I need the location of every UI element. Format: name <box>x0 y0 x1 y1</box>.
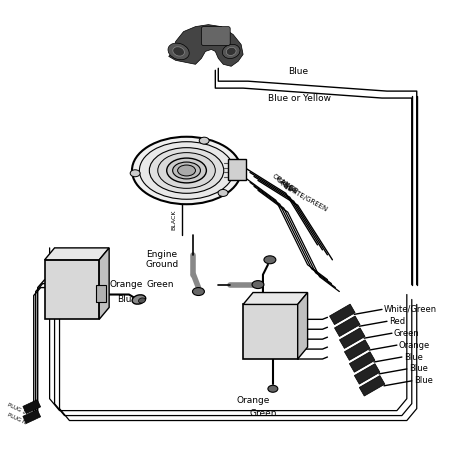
Text: Green: Green <box>147 280 174 289</box>
Polygon shape <box>23 410 40 424</box>
Text: PLUG 1: PLUG 1 <box>7 402 27 415</box>
Text: Blue: Blue <box>414 376 432 385</box>
Ellipse shape <box>158 153 215 188</box>
Polygon shape <box>243 305 297 359</box>
FancyBboxPatch shape <box>96 285 106 302</box>
Ellipse shape <box>199 137 209 144</box>
Polygon shape <box>359 376 385 396</box>
Ellipse shape <box>132 137 241 204</box>
Ellipse shape <box>178 165 195 176</box>
Ellipse shape <box>132 295 146 304</box>
Text: Orange: Orange <box>109 280 143 289</box>
Polygon shape <box>169 25 243 66</box>
Text: Green: Green <box>394 329 420 338</box>
Text: PLUG N: PLUG N <box>6 412 27 425</box>
Ellipse shape <box>173 162 200 179</box>
Text: GREEN: GREEN <box>275 176 298 194</box>
Ellipse shape <box>130 170 140 177</box>
Ellipse shape <box>149 148 224 193</box>
Ellipse shape <box>166 158 207 183</box>
Polygon shape <box>23 400 40 413</box>
Polygon shape <box>339 328 365 348</box>
Polygon shape <box>297 292 308 359</box>
Text: White/Green: White/Green <box>384 305 437 314</box>
Ellipse shape <box>264 256 276 264</box>
FancyBboxPatch shape <box>228 159 246 180</box>
Polygon shape <box>354 364 380 384</box>
Text: RED: RED <box>279 180 294 193</box>
Polygon shape <box>329 304 355 325</box>
Text: Blue or Yellow: Blue or Yellow <box>268 94 331 103</box>
Ellipse shape <box>218 189 228 196</box>
Polygon shape <box>243 292 308 305</box>
Ellipse shape <box>268 385 278 392</box>
Text: Green: Green <box>249 409 277 418</box>
Polygon shape <box>45 248 109 260</box>
Text: Blue: Blue <box>409 365 428 373</box>
Text: Orange: Orange <box>236 396 270 405</box>
Ellipse shape <box>252 280 264 289</box>
Text: Red: Red <box>389 317 405 326</box>
Ellipse shape <box>173 47 184 56</box>
Text: Orange: Orange <box>399 341 430 350</box>
Ellipse shape <box>140 142 234 199</box>
Ellipse shape <box>193 287 204 296</box>
Polygon shape <box>344 340 370 360</box>
Ellipse shape <box>222 44 240 59</box>
Text: WHITE/GREEN: WHITE/GREEN <box>283 184 329 213</box>
Text: Engine
Ground: Engine Ground <box>145 250 178 269</box>
FancyBboxPatch shape <box>202 27 230 46</box>
Text: Blue: Blue <box>288 67 308 76</box>
Ellipse shape <box>139 298 145 303</box>
Polygon shape <box>45 260 99 319</box>
Text: BLACK: BLACK <box>171 210 176 230</box>
Text: Blue: Blue <box>117 295 137 304</box>
Text: Blue: Blue <box>404 352 423 361</box>
Text: ORANGE: ORANGE <box>271 173 299 194</box>
Polygon shape <box>99 248 109 319</box>
Polygon shape <box>334 316 360 337</box>
Ellipse shape <box>226 47 236 55</box>
Ellipse shape <box>168 43 189 60</box>
Polygon shape <box>349 352 375 372</box>
